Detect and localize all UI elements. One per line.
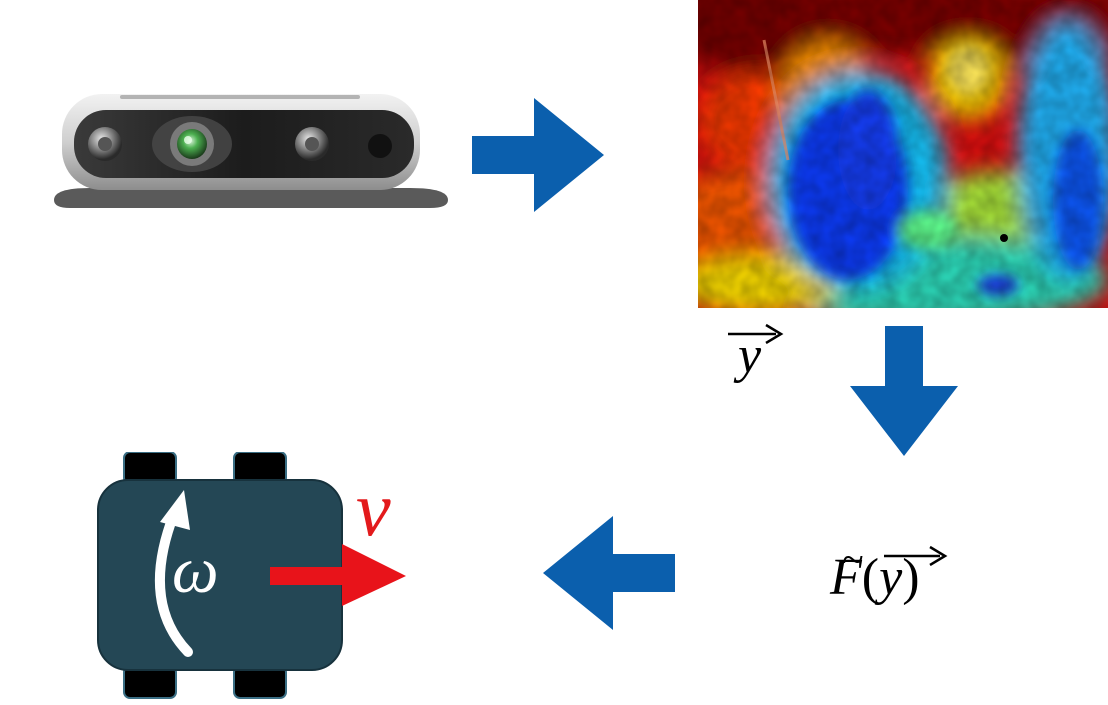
robot-topview-icon [96, 451, 416, 700]
velocity-symbol: v [356, 465, 391, 552]
function-expression: F(y) [830, 552, 920, 604]
flow-arrow-right [472, 98, 606, 212]
angular-velocity-symbol: ω [172, 534, 219, 607]
policy-function-label: ~ F(y) [830, 537, 990, 610]
vector-arrow-icon [884, 545, 948, 566]
arrow-shape [850, 326, 958, 456]
function-close-paren: ) [902, 549, 920, 606]
velocity-arrow-head [342, 544, 406, 606]
function-symbol: F [830, 549, 862, 606]
function-open-paren: ( [861, 549, 880, 606]
function-argument: y [879, 549, 903, 606]
observation-vector-label: y [722, 322, 792, 392]
arrow-shape [543, 516, 675, 630]
observation-symbol: y [738, 327, 762, 384]
vector-arrow-icon [728, 323, 784, 344]
velocity-arrow-shaft [270, 567, 346, 585]
depth-heatmap-image [698, 0, 1108, 308]
flow-arrow-left [543, 516, 677, 630]
rotation-arrow [154, 509, 193, 657]
tilde-accent: ~ [842, 537, 864, 582]
depth-camera-icon [50, 88, 450, 218]
arrow-shape [472, 98, 604, 212]
flow-arrow-down [848, 326, 960, 458]
